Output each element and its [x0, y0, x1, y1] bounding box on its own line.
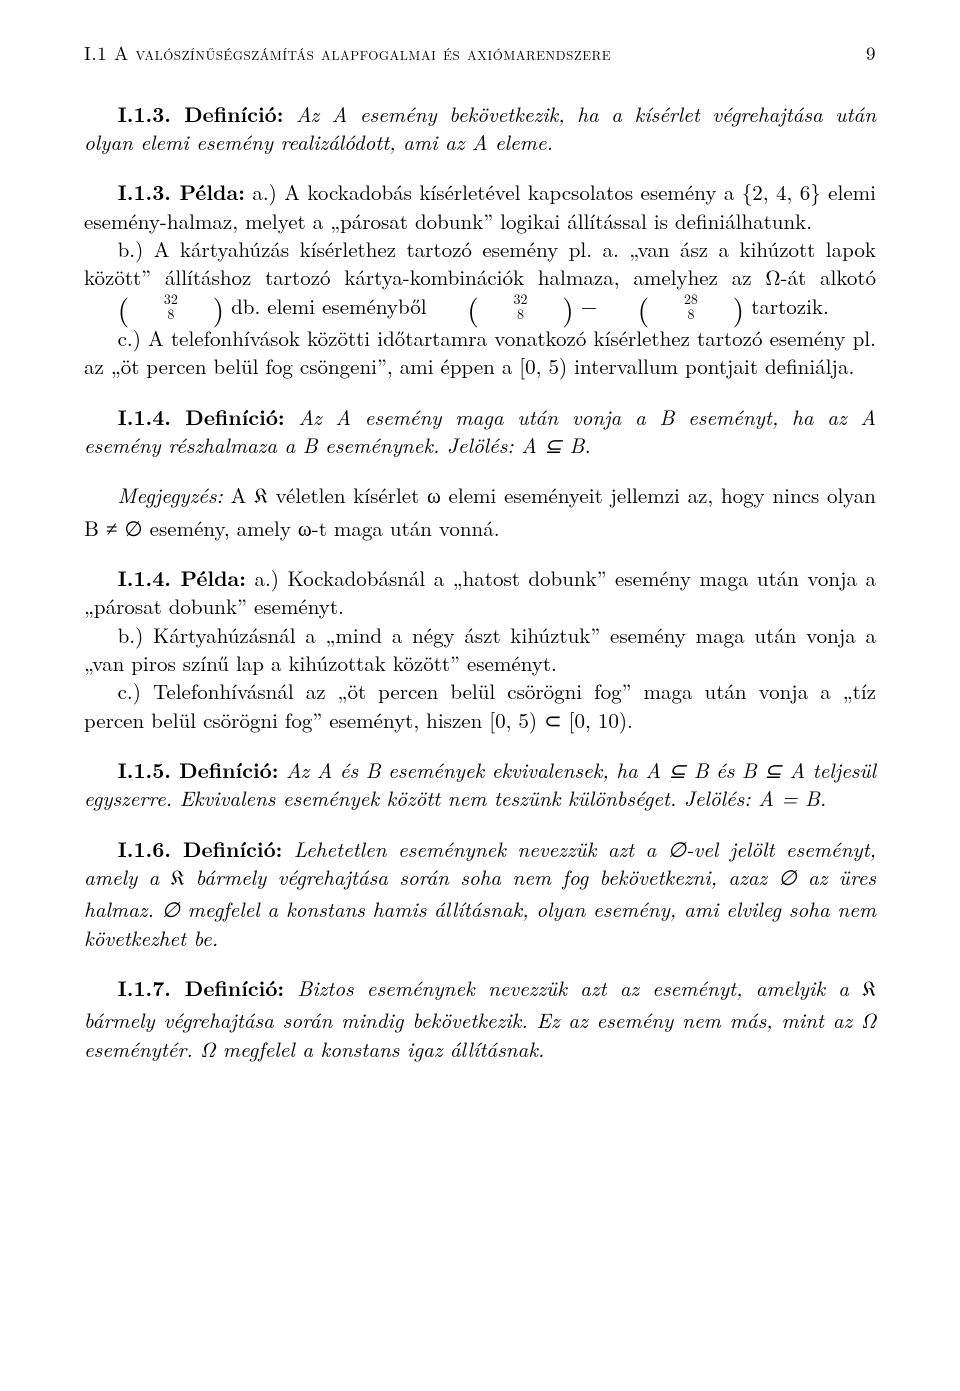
example-1-3-b: b.) A kártyahúzás kísérlethez tartozó es… — [84, 235, 876, 324]
ex-1-3-b-text1: b.) A kártyahúzás kísérlethez tartozó es… — [84, 234, 876, 292]
ex-1-3-label: I.1.3. Példa: — [118, 177, 245, 207]
def-1-7-text2: bármely végrehajtása során mindig beköve… — [84, 1005, 876, 1063]
definition-1-4: I.1.4. Definíció: Az A esemény maga után… — [84, 403, 876, 460]
remark: Megjegyzés: A 𝔎 véletlen kísérlet ω elem… — [84, 481, 876, 542]
example-1-4-a: I.1.4. Példa: a.) Kockadobásnál a „hatos… — [84, 564, 876, 621]
page: I.1 A valószínűségszámítás alapfogalmai … — [0, 0, 960, 1391]
binom-28-8: (288) — [604, 292, 744, 321]
example-1-3-a: I.1.3. Példa: a.) A kockadobás kísérleté… — [84, 178, 876, 235]
running-head: I.1 A valószínűségszámítás alapfogalmai … — [84, 40, 876, 66]
example-1-4-b: b.) Kártyahúzásnál a „mind a négy ászt k… — [84, 621, 876, 678]
runhead-left: I.1 A valószínűségszámítás alapfogalmai … — [84, 40, 611, 66]
def-1-6-text2: bármely végrehajtása során soha nem fog … — [84, 862, 876, 953]
runhead-page-number: 9 — [866, 40, 876, 66]
def-1-3-label: I.1.3. Definíció: — [118, 99, 284, 129]
ex-1-4-b-text: b.) Kártyahúzásnál a „mind a négy ászt k… — [84, 620, 876, 678]
def-1-7-text1: Biztos eseménynek nevezzük azt az esemén… — [284, 973, 862, 1003]
fraktur-K-icon: 𝔎 — [171, 870, 185, 891]
definition-1-6: I.1.6. Definíció: Lehetetlen eseménynek … — [84, 835, 876, 952]
example-1-4-c: c.) Telefonhívásnál az „öt percen belül … — [84, 677, 876, 734]
binom-bot: 8 — [654, 307, 695, 322]
ex-1-4-c-text: c.) Telefonhívásnál az „öt percen belül … — [84, 676, 876, 734]
definition-1-7: I.1.7. Definíció: Biztos eseménynek neve… — [84, 974, 876, 1063]
def-1-4-label: I.1.4. Definíció: — [118, 402, 285, 432]
def-1-5-label: I.1.5. Definíció: — [118, 755, 279, 785]
remark-text1: A — [223, 480, 254, 510]
binom-32-8-1: (328) — [84, 292, 224, 321]
binom-bot: 8 — [483, 307, 524, 322]
fraktur-K-icon: 𝔎 — [254, 488, 268, 509]
binom-bot: 8 — [134, 307, 175, 322]
def-1-6-label: I.1.6. Definíció: — [118, 834, 283, 864]
definition-1-5: I.1.5. Definíció: Az A és B események ek… — [84, 756, 876, 813]
fraktur-K-icon: 𝔎 — [862, 981, 876, 1002]
ex-1-3-b-text2: db. elemi eseményből — [224, 291, 434, 321]
ex-1-4-label: I.1.4. Példa: — [118, 563, 246, 593]
remark-label: Megjegyzés: — [118, 480, 223, 510]
example-1-3-c: c.) A telefonhívások közötti időtartamra… — [84, 324, 876, 381]
def-1-7-label: I.1.7. Definíció: — [118, 973, 285, 1003]
definition-1-3: I.1.3. Definíció: Az A esemény bekövetke… — [84, 100, 876, 157]
ex-1-3-b-text3: tartozik. — [744, 291, 829, 321]
ex-1-3-c-text: c.) A telefonhívások közötti időtartamra… — [84, 323, 876, 381]
binom-32-8-2: (328) — [434, 292, 574, 321]
minus-sign: − — [574, 291, 604, 321]
